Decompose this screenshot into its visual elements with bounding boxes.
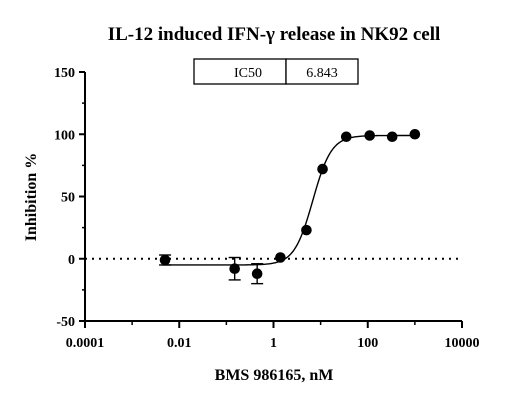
x-tick-label: 1 [270,336,277,351]
ic50-value: 6.843 [306,66,338,81]
data-point-3 [251,268,263,279]
data-point-7 [340,131,352,143]
chart-title: IL-12 induced IFN-γ release in NK92 cell [108,24,441,45]
ic50-value-cell [285,58,359,85]
x-tick-label: 100 [357,336,378,351]
x-tick-label: 0.01 [167,336,192,351]
data-point-5 [301,224,312,236]
x-tick-label: 0.0001 [66,336,105,351]
data-point-10 [409,128,421,140]
data-point-8 [364,130,376,141]
data-point-6 [317,163,328,175]
y-tick-label: 100 [54,128,75,143]
fit-curve [162,134,416,266]
y-tick-label: 150 [54,66,75,81]
ic50-label-cell [193,58,287,85]
y-axis-label: Inhibition % [23,153,40,241]
y-tick-label: -50 [56,315,75,330]
ic50-table: IC50 6.843 [193,58,359,85]
data-point-2 [229,263,240,275]
y-tick-label: 50 [61,191,75,206]
x-tick-label: 10000 [445,336,480,351]
y-tick-label: 0 [68,253,75,268]
data-point-9 [386,131,398,143]
data-point-1 [159,254,171,266]
data-point-4 [275,252,286,263]
x-axis-label: BMS 986165, nM [215,367,334,384]
ic50-label: IC50 [234,66,262,81]
